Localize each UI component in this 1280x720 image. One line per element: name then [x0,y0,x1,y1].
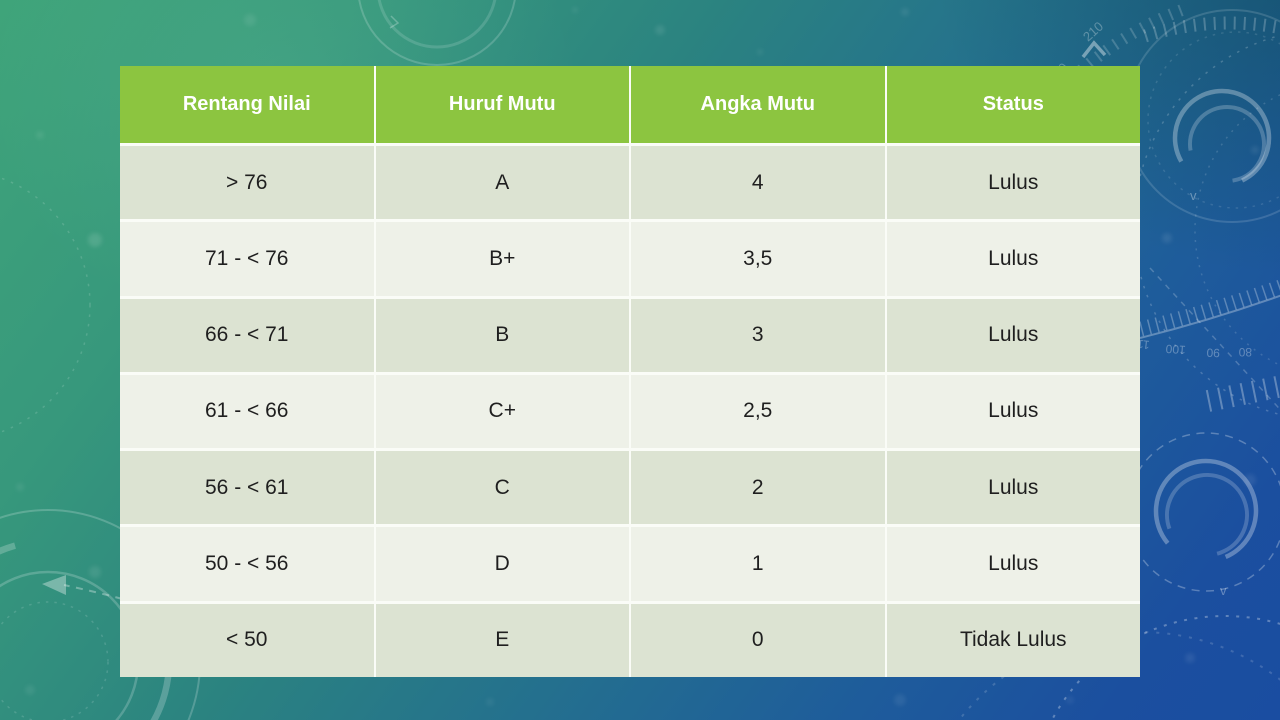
top-circle-decoration [358,0,516,66]
table-cell-range: 56 - < 61 [120,451,374,525]
table-cell-number: 1 [631,527,885,601]
table-cell-status: Lulus [886,374,1140,449]
chevron-left-icon [389,15,400,29]
table-cell-letter: C+ [375,374,629,449]
chevron-down-glyph: v [1190,188,1197,203]
dial-number: 80 [1238,345,1252,359]
column-header-rentang-nilai: Rentang Nilai [120,66,374,143]
table-cell-status: Lulus [886,298,1140,372]
column-header-huruf-mutu: Huruf Mutu [375,66,629,143]
table-cell-range: > 76 [120,146,374,220]
chevron-up-icon [1081,40,1107,59]
table-cell-range: 50 - < 56 [120,527,374,601]
table-cell-number: 3 [631,298,885,372]
bokeh-dots [16,7,1259,706]
table-cell-letter: E [375,603,629,677]
dial-number: 210 [1080,19,1106,45]
table-cell-letter: B+ [375,222,629,296]
table-cell-number: 3,5 [631,222,885,296]
table-cell-range: < 50 [120,603,374,677]
table-cell-status: Lulus [886,527,1140,601]
dial-numbers-right: 110 100 90 80 [1129,336,1252,360]
compass-tick-rings [1014,4,1280,146]
table-cell-status: Lulus [886,222,1140,296]
column-header-status: Status [886,66,1140,143]
table-cell-status: Lulus [886,146,1140,220]
table-cell-letter: C [375,451,629,525]
left-dotted-circle [0,176,91,434]
table-cell-status: Tidak Lulus [886,603,1140,677]
table-cell-letter: D [375,527,629,601]
chevron-down-glyph: v [1220,583,1227,598]
dial-number: 90 [1206,346,1220,360]
table-cell-number: 2 [631,451,885,525]
top-right-circle-cluster: v [1125,9,1280,416]
table-cell-status: Lulus [886,451,1140,525]
dial-number: 100 [1165,342,1186,357]
grade-table: Rentang Nilai Huruf Mutu Angka Mutu Stat… [120,66,1140,677]
table-cell-number: 2,5 [631,374,885,449]
column-header-angka-mutu: Angka Mutu [631,66,885,143]
table-cell-range: 71 - < 76 [120,222,374,296]
table-cell-range: 66 - < 71 [120,298,374,372]
table-cell-letter: A [375,146,629,220]
table-cell-range: 61 - < 66 [120,374,374,449]
table-cell-number: 4 [631,146,885,220]
table-cell-letter: B [375,298,629,372]
arrow-head-icon [42,575,66,595]
table-cell-number: 0 [631,603,885,677]
protractor-decoration: 110 100 90 80 [1129,267,1280,412]
